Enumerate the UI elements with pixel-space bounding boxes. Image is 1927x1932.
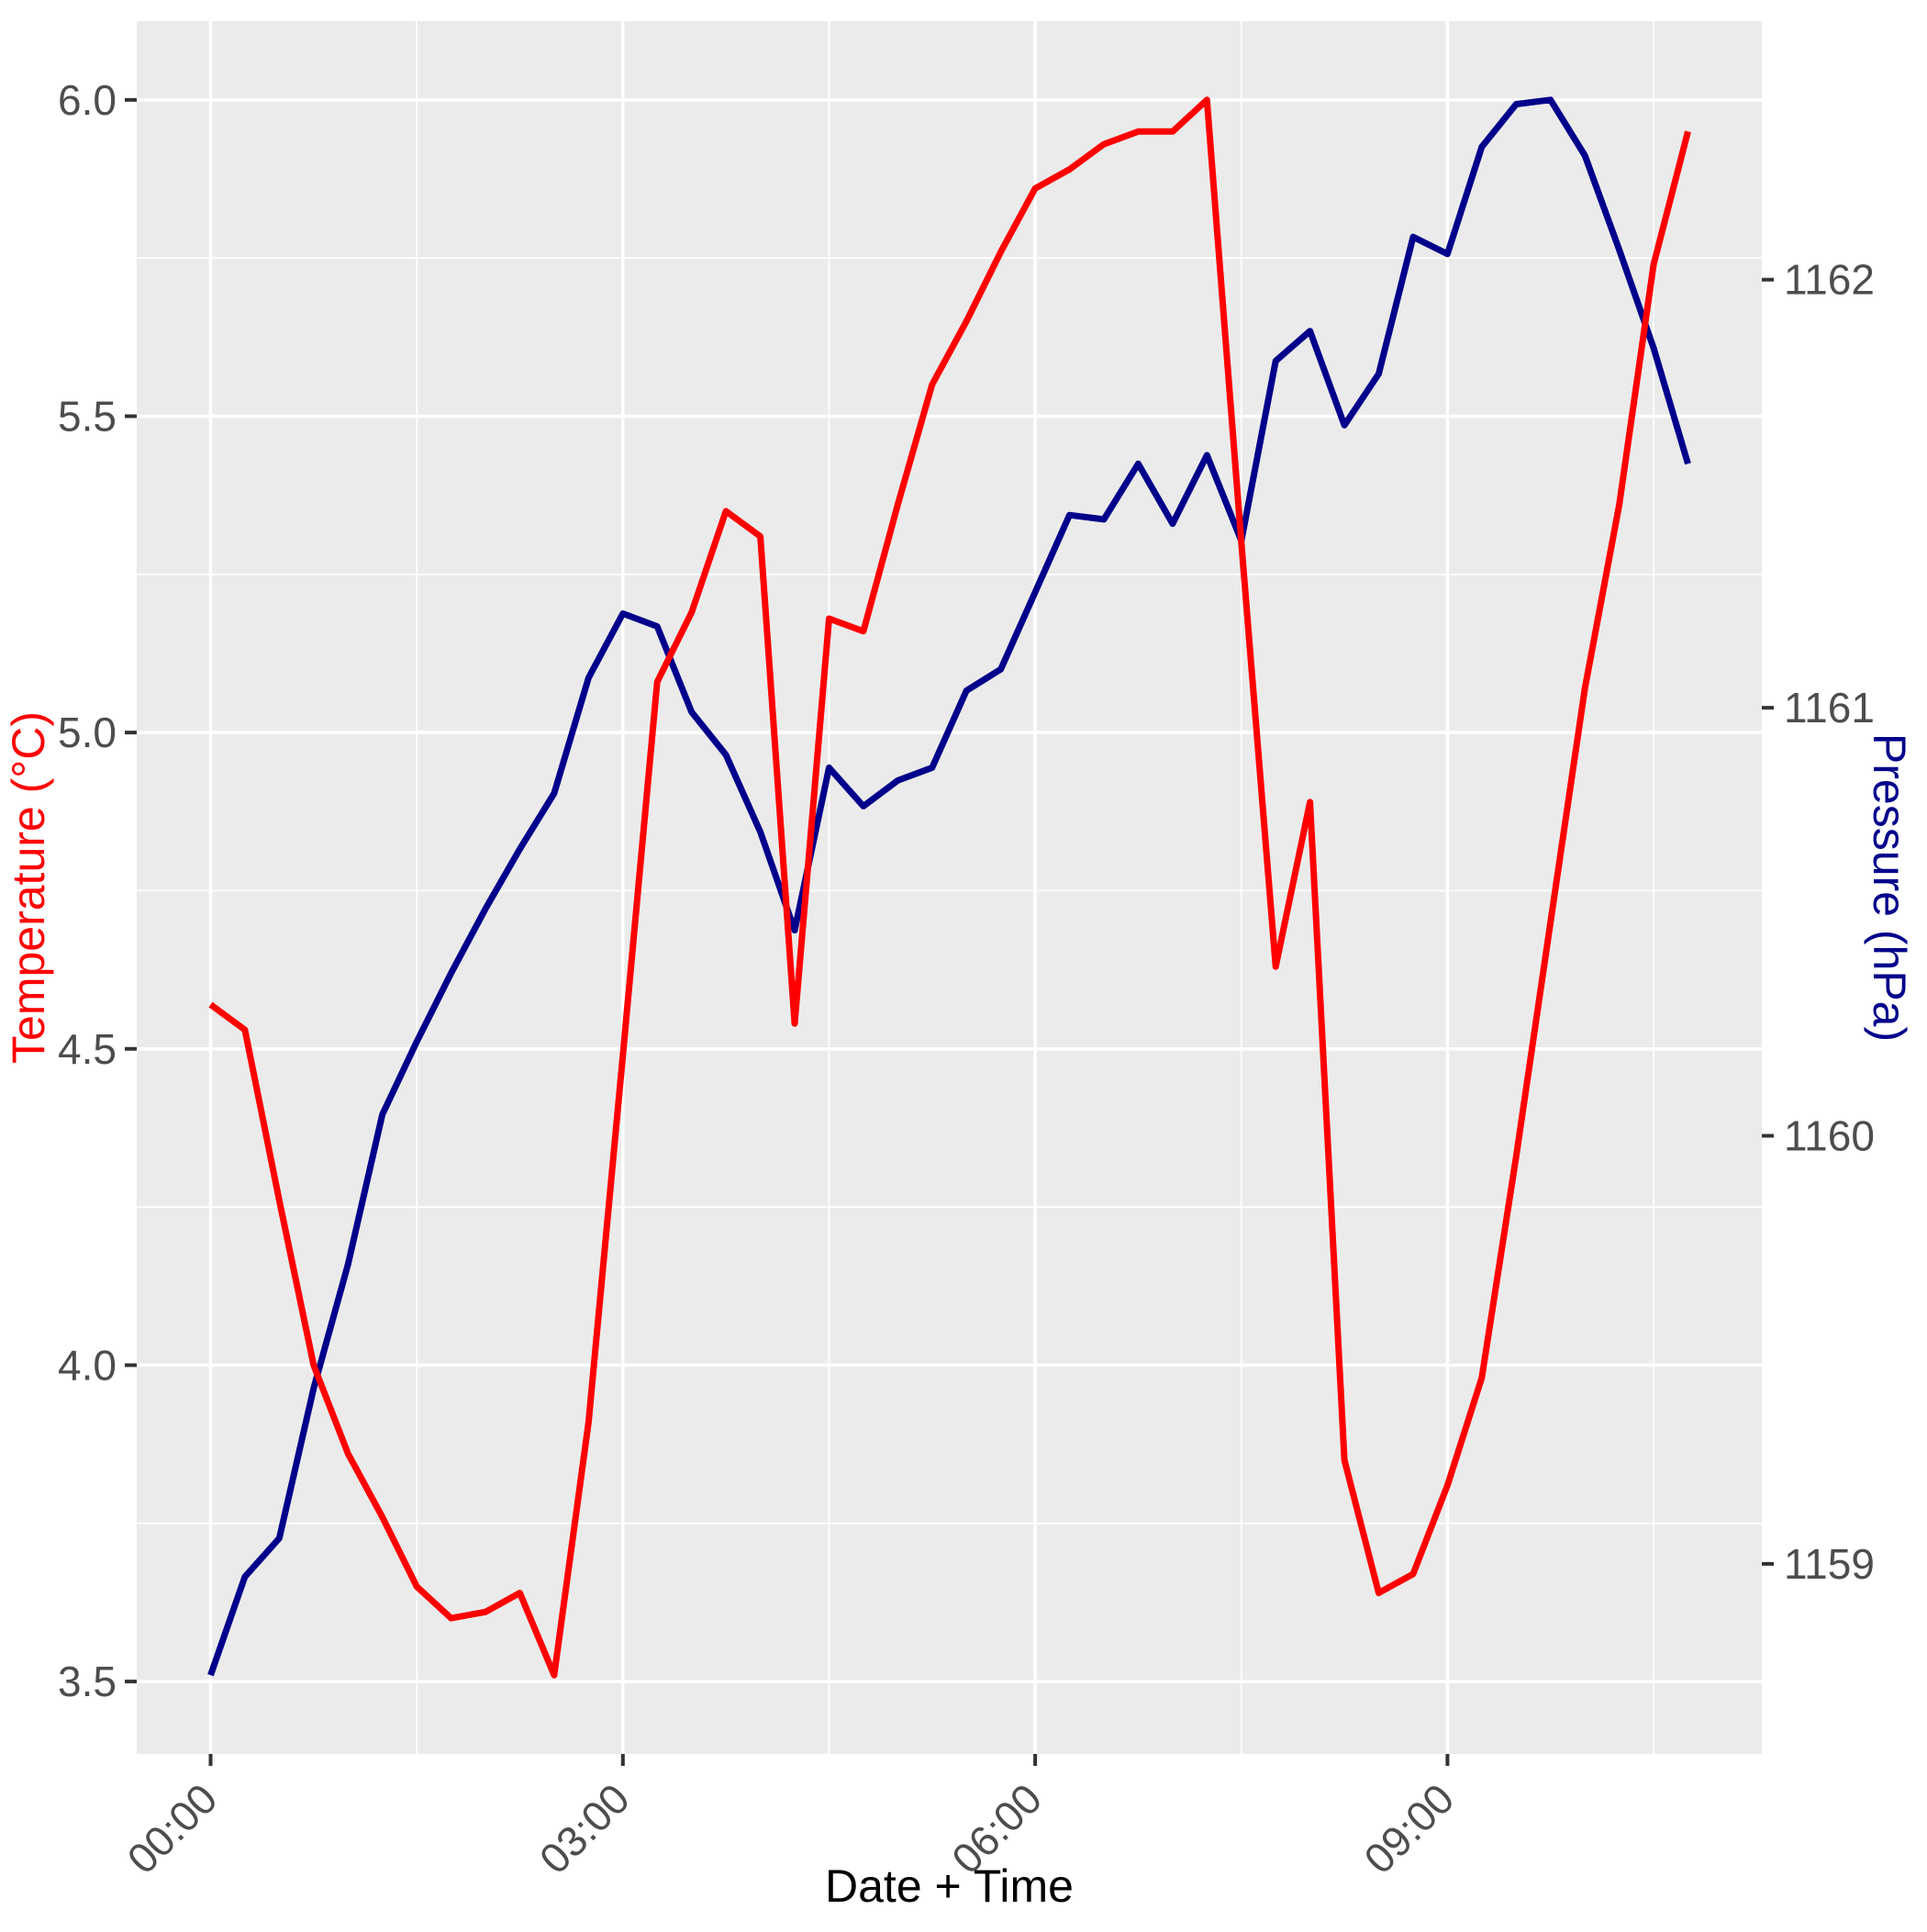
left-tick-label: 5.0 [58,709,117,756]
right-tick-label: 1161 [1784,684,1875,731]
right-tick-label: 1162 [1784,256,1875,304]
temperature-line [208,96,1691,1679]
y-axis-title-pressure: Pressure (hPa) [1864,733,1915,1042]
right-tick-label: 1160 [1784,1112,1875,1160]
x-tick-label: 09:00 [1354,1774,1463,1882]
data-series-lines [207,96,1691,1679]
left-tick-label: 4.0 [58,1341,117,1389]
right-tick-label: 1159 [1784,1540,1875,1588]
pressure-line [207,96,1691,1677]
axis-tick-marks [125,97,1774,1766]
x-axis-title: Date + Time [825,1860,1074,1912]
gridlines-minor [137,21,1762,1754]
y-axis-title-temperature: Temperature (°C) [3,711,54,1064]
left-tick-label: 5.5 [58,392,117,440]
left-tick-label: 6.0 [58,76,117,124]
left-tick-label: 3.5 [58,1658,117,1705]
x-tick-label: 03:00 [530,1774,639,1882]
left-tick-label: 4.5 [58,1025,117,1073]
plot-panel-background [137,21,1762,1754]
x-tick-label: 00:00 [117,1774,226,1882]
